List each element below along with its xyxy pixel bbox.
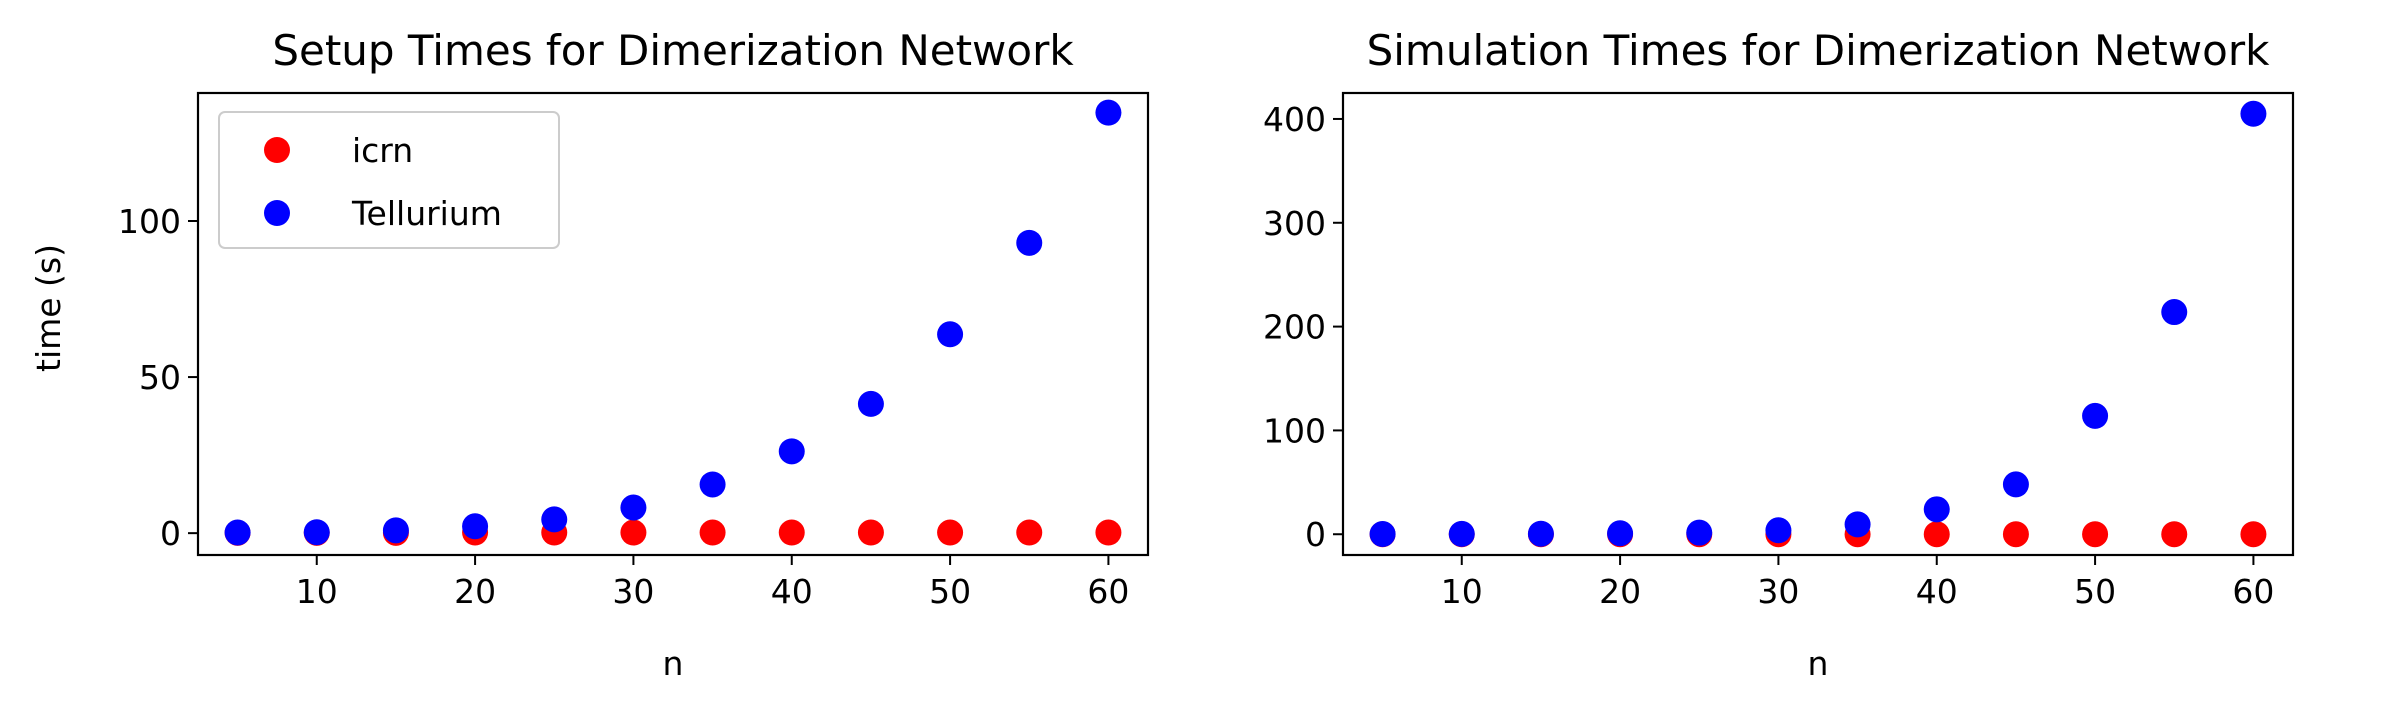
point-tellurium [1448, 520, 1475, 547]
point-tellurium [778, 438, 805, 465]
x-tick-label: 20 [454, 572, 496, 611]
point-tellurium [857, 390, 884, 417]
point-tellurium [1844, 511, 1871, 538]
y-axis-label: time (s) [29, 244, 68, 372]
x-tick-label: 60 [1087, 572, 1129, 611]
y-tick-label: 100 [118, 202, 181, 241]
point-icrn [2240, 521, 2267, 548]
point-tellurium [1765, 517, 1792, 544]
y-tick-label: 0 [160, 514, 181, 553]
point-tellurium [2082, 402, 2109, 429]
y-tick-label: 50 [139, 358, 181, 397]
point-tellurium [382, 517, 409, 544]
legend: icrn Tellurium [218, 111, 560, 249]
y-tick-label: 200 [1263, 308, 1326, 347]
x-axis-label: n [663, 644, 684, 683]
point-icrn [699, 519, 726, 546]
x-tick-label: 40 [771, 572, 813, 611]
point-icrn [2082, 521, 2109, 548]
x-tick-label: 50 [2074, 572, 2116, 611]
x-axis-label: n [1808, 644, 1829, 683]
plot-area: 10 20 30 40 50 60 0 100 200 300 400 [1263, 91, 2295, 611]
x-tick-label: 60 [2232, 572, 2274, 611]
y-tick-label: 300 [1263, 204, 1326, 243]
point-tellurium [2240, 100, 2267, 127]
y-tick-label: 0 [1305, 515, 1326, 554]
x-tick-label: 50 [929, 572, 971, 611]
point-tellurium [2002, 471, 2029, 498]
point-tellurium [1527, 520, 1554, 547]
point-tellurium [303, 519, 330, 546]
legend-label-icrn: icrn [352, 131, 413, 170]
setup-times-chart: Setup Times for Dimerization Network 10 2… [29, 26, 1150, 683]
point-tellurium [1686, 519, 1713, 546]
legend-frame [218, 111, 560, 249]
axes-frame [1341, 91, 2295, 557]
point-tellurium [620, 494, 647, 521]
point-tellurium [224, 519, 251, 546]
point-icrn [620, 519, 647, 546]
simulation-times-chart: Simulation Times for Dimerization Networ… [1263, 26, 2295, 683]
point-icrn [1923, 521, 1950, 548]
legend-marker-tellurium [264, 200, 290, 226]
chart-title: Simulation Times for Dimerization Networ… [1367, 26, 2271, 75]
point-tellurium [2161, 299, 2188, 326]
point-tellurium [1923, 496, 1950, 523]
point-tellurium [1369, 521, 1396, 548]
x-tick-label: 40 [1916, 572, 1958, 611]
x-tick-label: 10 [296, 572, 338, 611]
legend-label-tellurium: Tellurium [351, 194, 502, 233]
x-tick-label: 20 [1599, 572, 1641, 611]
point-tellurium [462, 513, 489, 540]
y-tick-label: 400 [1263, 100, 1326, 139]
point-icrn [1095, 519, 1122, 546]
point-tellurium [1607, 520, 1634, 547]
point-tellurium [937, 321, 964, 348]
point-icrn [857, 519, 884, 546]
point-icrn [1016, 519, 1043, 546]
plot-area: 10 20 30 40 50 60 0 50 100 [118, 91, 1150, 611]
chart-title: Setup Times for Dimerization Network [272, 26, 1074, 75]
point-tellurium [541, 506, 568, 533]
point-icrn [778, 519, 805, 546]
legend-marker-icrn [264, 137, 290, 163]
point-icrn [937, 519, 964, 546]
point-tellurium [699, 471, 726, 498]
y-tick-label: 100 [1263, 411, 1326, 450]
x-tick-label: 30 [612, 572, 654, 611]
point-tellurium [1095, 99, 1122, 126]
x-tick-label: 30 [1757, 572, 1799, 611]
point-icrn [2161, 521, 2188, 548]
point-tellurium [1016, 229, 1043, 256]
point-icrn [2002, 521, 2029, 548]
x-tick-label: 10 [1441, 572, 1483, 611]
axes-frame [196, 91, 1150, 557]
